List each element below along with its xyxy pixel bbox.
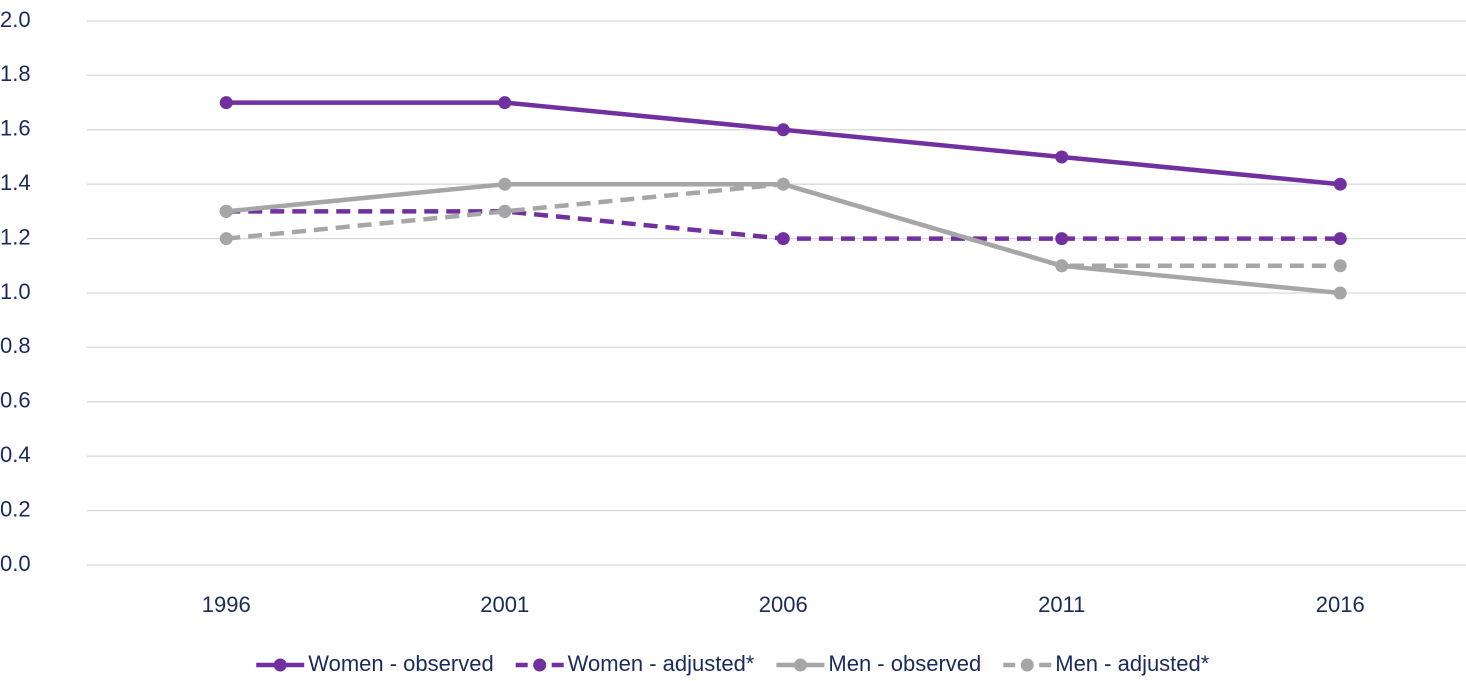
- data-point: [1055, 232, 1069, 246]
- legend-marker: [273, 658, 287, 672]
- x-tick-label: 2001: [480, 592, 529, 617]
- data-point: [1333, 286, 1347, 300]
- x-tick-label: 2011: [1038, 592, 1085, 617]
- x-tick-label: 1996: [202, 592, 251, 617]
- legend-marker: [793, 658, 807, 672]
- y-tick-label: 0.4: [0, 442, 31, 467]
- y-tick-label: 0.0: [0, 551, 31, 576]
- data-point: [219, 232, 233, 246]
- data-point: [498, 177, 512, 191]
- legend-label: Women - adjusted*: [568, 651, 755, 676]
- series-line: [226, 100, 1341, 187]
- legend-marker: [1020, 658, 1034, 672]
- data-point: [776, 177, 790, 191]
- y-tick-label: 0.6: [0, 388, 31, 413]
- x-tick-label: 2006: [759, 592, 808, 617]
- data-point: [219, 204, 233, 218]
- y-tick-label: 1.2: [0, 224, 31, 249]
- data-point: [1333, 259, 1347, 273]
- data-point: [1333, 232, 1347, 246]
- y-tick-label: 0.8: [0, 333, 31, 358]
- data-point: [776, 123, 790, 137]
- x-tick-label: 2016: [1316, 592, 1365, 617]
- legend-label: Men - adjusted*: [1055, 651, 1210, 676]
- data-point: [219, 96, 233, 110]
- data-point: [498, 204, 512, 218]
- y-tick-label: 1.4: [0, 170, 31, 195]
- data-point: [1055, 150, 1069, 164]
- data-point: [1055, 259, 1069, 273]
- y-tick-label: 1.0: [0, 279, 31, 304]
- legend-label: Women - observed: [308, 651, 493, 676]
- legend-label: Men - observed: [828, 651, 981, 676]
- data-point: [1333, 177, 1347, 191]
- legend: Women - observed Women - adjusted* Men - o…: [256, 651, 1210, 676]
- y-tick-label: 0.2: [0, 496, 31, 521]
- y-tick-label: 1.8: [0, 61, 31, 86]
- data-point: [776, 232, 790, 246]
- legend-marker: [533, 658, 547, 672]
- data-point: [498, 96, 512, 110]
- y-tick-label: 1.6: [0, 116, 31, 141]
- y-tick-label: 2.0: [0, 7, 31, 32]
